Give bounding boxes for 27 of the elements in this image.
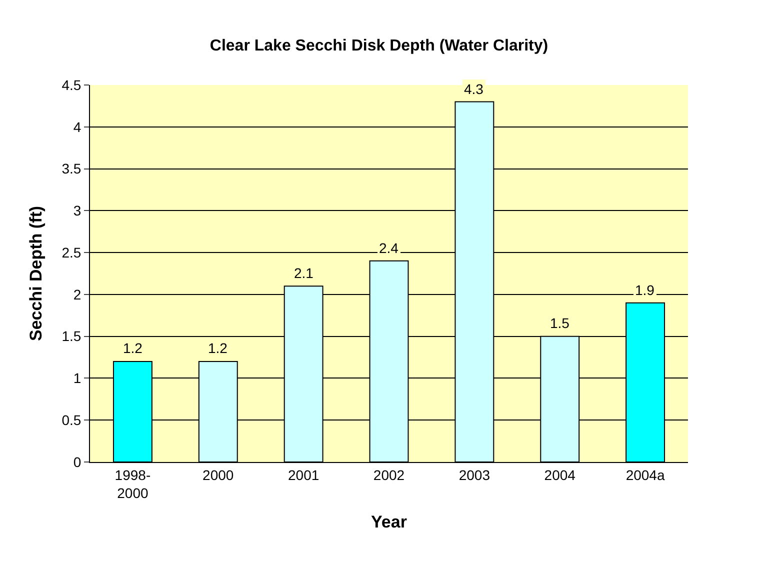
data-label: 1.5 — [550, 315, 570, 331]
x-tick-label: 2003 — [458, 466, 490, 483]
x-tick-label: 2004a — [626, 466, 665, 483]
y-tick-label: 3.5 — [62, 160, 82, 177]
x-tick-label: 2000 — [202, 466, 234, 483]
y-tick-label: 3 — [73, 202, 82, 219]
y-tick-label: 1 — [73, 370, 82, 386]
x-tick-label: 1998-2000 — [114, 466, 151, 501]
x-tick-label: 2004 — [544, 466, 576, 483]
x-tick-label: 2001 — [288, 466, 320, 483]
data-label: 4.3 — [464, 81, 484, 97]
data-label: 2.4 — [379, 240, 399, 256]
chart-title: Clear Lake Secchi Disk Depth (Water Clarity) — [210, 38, 548, 55]
y-tick-label: 0 — [73, 454, 82, 470]
data-label: 2.1 — [294, 265, 314, 281]
data-label: 1.9 — [635, 282, 655, 298]
y-tick-label: 4.5 — [62, 76, 82, 93]
y-axis-title: Secchi Depth (ft) — [26, 206, 46, 342]
x-axis-title: Year — [371, 512, 408, 532]
y-tick-label: 2.5 — [62, 244, 82, 260]
y-tick-label: 4 — [73, 118, 82, 135]
y-tick-label: 0.5 — [62, 412, 82, 428]
data-label: 1.2 — [123, 340, 143, 356]
y-tick-label: 2 — [73, 286, 82, 302]
x-tick-label: 2002 — [373, 466, 405, 483]
data-label: 1.2 — [208, 340, 228, 356]
y-tick-label: 1.5 — [62, 328, 82, 344]
